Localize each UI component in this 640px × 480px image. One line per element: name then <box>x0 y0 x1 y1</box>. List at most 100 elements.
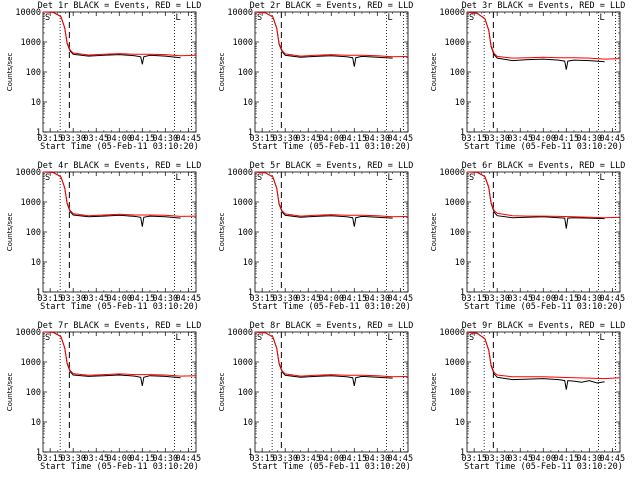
y-axis-label: Counts/sec <box>218 213 226 252</box>
chart-title: Det 9r BLACK = Events, RED = LLD <box>462 321 626 331</box>
x-tick-label: 03:15 <box>461 454 487 464</box>
corner-label-s: S <box>257 13 262 23</box>
chart-title: Det 4r BLACK = Events, RED = LLD <box>38 161 202 171</box>
events-series-line <box>42 171 181 227</box>
y-tick-label: 1000 <box>21 198 41 208</box>
y-tick-label: 1 <box>460 288 465 298</box>
corner-label-s: S <box>469 173 474 183</box>
corner-label-l: L <box>388 13 393 23</box>
chart-panel: Det 9r BLACK = Events, RED = LLD 1 10 100 10… <box>430 321 625 472</box>
y-tick-label: 100 <box>26 68 41 78</box>
corner-label-s: S <box>257 173 262 183</box>
y-tick-label: 100 <box>26 388 41 398</box>
y-tick-label: 10000 <box>227 168 253 178</box>
x-axis-label: Start Time (05-Feb-11 03:10:20) <box>40 302 199 312</box>
y-tick-label: 10000 <box>15 8 41 18</box>
y-tick-label: 10 <box>31 258 41 268</box>
x-tick-label: 04:00 <box>318 454 344 464</box>
x-tick-label: 04:30 <box>153 294 179 304</box>
x-tick-label: 04:00 <box>106 454 132 464</box>
x-tick-label: 03:30 <box>272 134 298 144</box>
plot-frame <box>466 11 621 133</box>
x-tick-label: 03:15 <box>249 294 275 304</box>
x-tick-label: 04:15 <box>129 454 155 464</box>
x-tick-label: 04:00 <box>318 294 344 304</box>
events-series-line <box>42 331 181 386</box>
x-tick-label: 04:45 <box>600 294 626 304</box>
y-tick-label: 1000 <box>445 358 465 368</box>
corner-label-l: L <box>600 13 605 23</box>
y-tick-label: 1000 <box>233 38 253 48</box>
chart-panel: Det 8r BLACK = Events, RED = LLD 1 10 100 10… <box>218 321 413 472</box>
x-tick-label: 03:30 <box>484 454 510 464</box>
chart-panel: Det 1r BLACK = Events, RED = LLD 1 10 100 10… <box>6 1 201 152</box>
corner-label-l: L <box>600 333 605 343</box>
y-axis-label: Counts/sec <box>430 213 438 252</box>
x-tick-label: 04:15 <box>341 454 367 464</box>
x-tick-label: 04:00 <box>318 134 344 144</box>
y-tick-label: 100 <box>450 228 465 238</box>
x-tick-label: 03:30 <box>484 134 510 144</box>
x-axis-label: Start Time (05-Feb-11 03:10:20) <box>252 142 411 152</box>
y-tick-label: 10000 <box>15 328 41 338</box>
plot-frame <box>466 171 621 293</box>
plot-frame <box>42 171 197 293</box>
plot-frame <box>254 171 409 293</box>
y-tick-label: 100 <box>238 228 253 238</box>
x-tick-label: 04:30 <box>577 134 603 144</box>
x-tick-label: 04:15 <box>129 134 155 144</box>
x-tick-label: 04:15 <box>553 454 579 464</box>
x-tick-label: 04:30 <box>153 454 179 464</box>
chart-panel: Det 5r BLACK = Events, RED = LLD 1 10 100 10… <box>218 161 413 312</box>
events-series-line <box>466 11 605 70</box>
x-axis-label: Start Time (05-Feb-11 03:10:20) <box>464 462 623 472</box>
x-axis-label: Start Time (05-Feb-11 03:10:20) <box>252 302 411 312</box>
y-tick-label: 10000 <box>227 8 253 18</box>
y-tick-label: 100 <box>450 68 465 78</box>
x-tick-label: 03:15 <box>249 134 275 144</box>
x-tick-label: 04:30 <box>577 294 603 304</box>
y-tick-label: 10000 <box>15 168 41 178</box>
y-tick-label: 1000 <box>445 198 465 208</box>
y-tick-label: 10 <box>455 418 465 428</box>
y-axis-label: Counts/sec <box>218 53 226 92</box>
plot-frame <box>466 331 621 453</box>
chart-title: Det 6r BLACK = Events, RED = LLD <box>462 161 626 171</box>
x-axis-label: Start Time (05-Feb-11 03:10:20) <box>40 142 199 152</box>
corner-label-l: L <box>176 333 181 343</box>
x-axis-label: Start Time (05-Feb-11 03:10:20) <box>40 462 199 472</box>
corner-label-l: L <box>176 13 181 23</box>
x-tick-label: 03:30 <box>484 294 510 304</box>
x-tick-label: 03:45 <box>83 454 109 464</box>
x-tick-label: 03:30 <box>272 294 298 304</box>
x-tick-label: 04:30 <box>365 454 391 464</box>
x-tick-label: 04:15 <box>129 294 155 304</box>
corner-label-s: S <box>45 13 50 23</box>
x-tick-label: 03:45 <box>83 294 109 304</box>
x-tick-label: 04:45 <box>176 294 202 304</box>
x-tick-label: 04:15 <box>341 294 367 304</box>
y-tick-label: 100 <box>238 68 253 78</box>
plot-frame <box>42 11 197 133</box>
y-axis-label: Counts/sec <box>6 213 14 252</box>
y-tick-label: 10000 <box>439 328 465 338</box>
plot-frame <box>254 331 409 453</box>
y-tick-label: 1 <box>460 128 465 138</box>
y-tick-label: 1 <box>248 128 253 138</box>
chart-title: Det 5r BLACK = Events, RED = LLD <box>250 161 414 171</box>
y-axis-label: Counts/sec <box>430 373 438 412</box>
x-axis-label: Start Time (05-Feb-11 03:10:20) <box>252 462 411 472</box>
x-tick-label: 04:00 <box>106 134 132 144</box>
chart-title: Det 3r BLACK = Events, RED = LLD <box>462 1 626 11</box>
y-tick-label: 10 <box>243 98 253 108</box>
x-tick-label: 03:15 <box>37 134 63 144</box>
lld-series-line <box>254 11 409 58</box>
corner-label-s: S <box>469 333 474 343</box>
events-series-line <box>466 171 605 229</box>
y-tick-label: 1000 <box>233 358 253 368</box>
x-tick-label: 03:15 <box>37 294 63 304</box>
y-tick-label: 1000 <box>233 198 253 208</box>
y-tick-label: 10000 <box>227 328 253 338</box>
y-tick-label: 1 <box>248 288 253 298</box>
